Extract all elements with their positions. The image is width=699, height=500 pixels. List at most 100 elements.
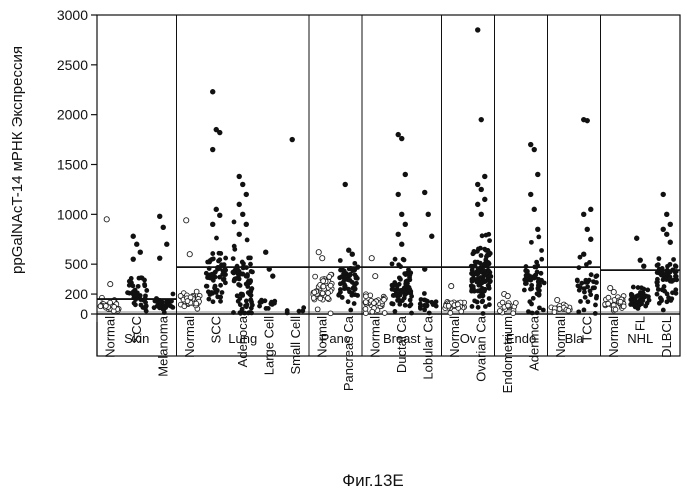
data-point [157, 305, 162, 310]
data-point [487, 238, 492, 243]
category-label: Small Cell [288, 316, 303, 375]
data-point [655, 263, 660, 268]
y-tick-label: 3000 [57, 7, 88, 23]
data-point [513, 301, 518, 306]
data-point-outlier [369, 256, 374, 261]
data-point [194, 301, 199, 306]
data-point [231, 256, 236, 261]
data-point [478, 275, 483, 280]
data-point-outlier [449, 283, 454, 288]
data-point [231, 310, 236, 315]
data-point [391, 302, 396, 307]
data-point [343, 284, 348, 289]
data-point [372, 301, 377, 306]
data-point-outlier [263, 250, 268, 255]
y-tick-label: 2000 [57, 107, 88, 123]
data-point [408, 298, 413, 303]
data-point-outlier [422, 190, 427, 195]
data-point [588, 289, 593, 294]
data-point-outlier [237, 232, 242, 237]
data-point-outlier [399, 136, 404, 141]
data-point [232, 220, 237, 225]
data-point [506, 303, 511, 308]
data-point [108, 300, 113, 305]
data-point-outlier [528, 192, 533, 197]
data-point [579, 281, 584, 286]
data-point [245, 238, 250, 243]
category-label: Ductal Ca [394, 315, 409, 373]
data-point [500, 300, 505, 305]
category-label: Adenoca [235, 315, 250, 367]
data-point-outlier [585, 227, 590, 232]
data-point [397, 275, 402, 280]
data-point [223, 280, 228, 285]
data-point-outlier [664, 212, 669, 217]
data-point [429, 300, 434, 305]
data-point-outlier [505, 293, 510, 298]
data-point [164, 303, 169, 308]
category-label: Melanoma [155, 315, 170, 376]
data-point [211, 299, 216, 304]
data-point [539, 257, 544, 262]
data-point-outlier [641, 263, 646, 268]
data-point [244, 299, 249, 304]
data-point-outlier [214, 207, 219, 212]
data-point [328, 283, 333, 288]
data-point [472, 298, 477, 303]
data-point [248, 297, 253, 302]
data-point [209, 290, 214, 295]
category-label: Normal [314, 316, 329, 358]
data-point [536, 235, 541, 240]
category-label: Adenmca [526, 315, 541, 371]
data-point-outlier [581, 212, 586, 217]
data-point [238, 302, 243, 307]
data-point [354, 281, 359, 286]
data-point [668, 276, 673, 281]
data-point [214, 236, 219, 241]
figure-caption: Фиг.13E [342, 471, 404, 490]
data-point [403, 303, 408, 308]
data-point [321, 279, 326, 284]
data-point [248, 262, 253, 267]
data-point-outlier [108, 282, 113, 287]
data-point [661, 277, 666, 282]
data-point-outlier [535, 227, 540, 232]
data-point [328, 311, 333, 316]
data-point [339, 274, 344, 279]
data-point [171, 292, 176, 297]
data-point [321, 284, 326, 289]
data-point [523, 268, 528, 273]
data-point [401, 257, 406, 262]
data-point-outlier [668, 240, 673, 245]
data-point-outlier [403, 222, 408, 227]
data-point [536, 279, 541, 284]
data-point [348, 308, 353, 313]
data-point [223, 256, 228, 261]
data-point [143, 300, 148, 305]
data-point [245, 284, 250, 289]
data-point [592, 285, 597, 290]
data-point [575, 278, 580, 283]
data-point [400, 298, 405, 303]
data-point-outlier [429, 234, 434, 239]
data-point [539, 248, 544, 253]
data-point [479, 253, 484, 258]
data-point-outlier [217, 130, 222, 135]
data-point-outlier [237, 174, 242, 179]
data-point [621, 304, 626, 309]
data-point [393, 309, 398, 314]
data-point [185, 299, 190, 304]
data-point [629, 293, 634, 298]
data-point-outlier [588, 207, 593, 212]
data-point-outlier [134, 242, 139, 247]
data-point-outlier [270, 273, 275, 278]
data-point-outlier [399, 212, 404, 217]
data-point [336, 293, 341, 298]
group-label: NHL [627, 331, 653, 346]
data-point-outlier [187, 252, 192, 257]
data-point [674, 274, 679, 279]
data-point [448, 310, 453, 315]
data-point-outlier [157, 255, 162, 260]
data-point-outlier [210, 147, 215, 152]
